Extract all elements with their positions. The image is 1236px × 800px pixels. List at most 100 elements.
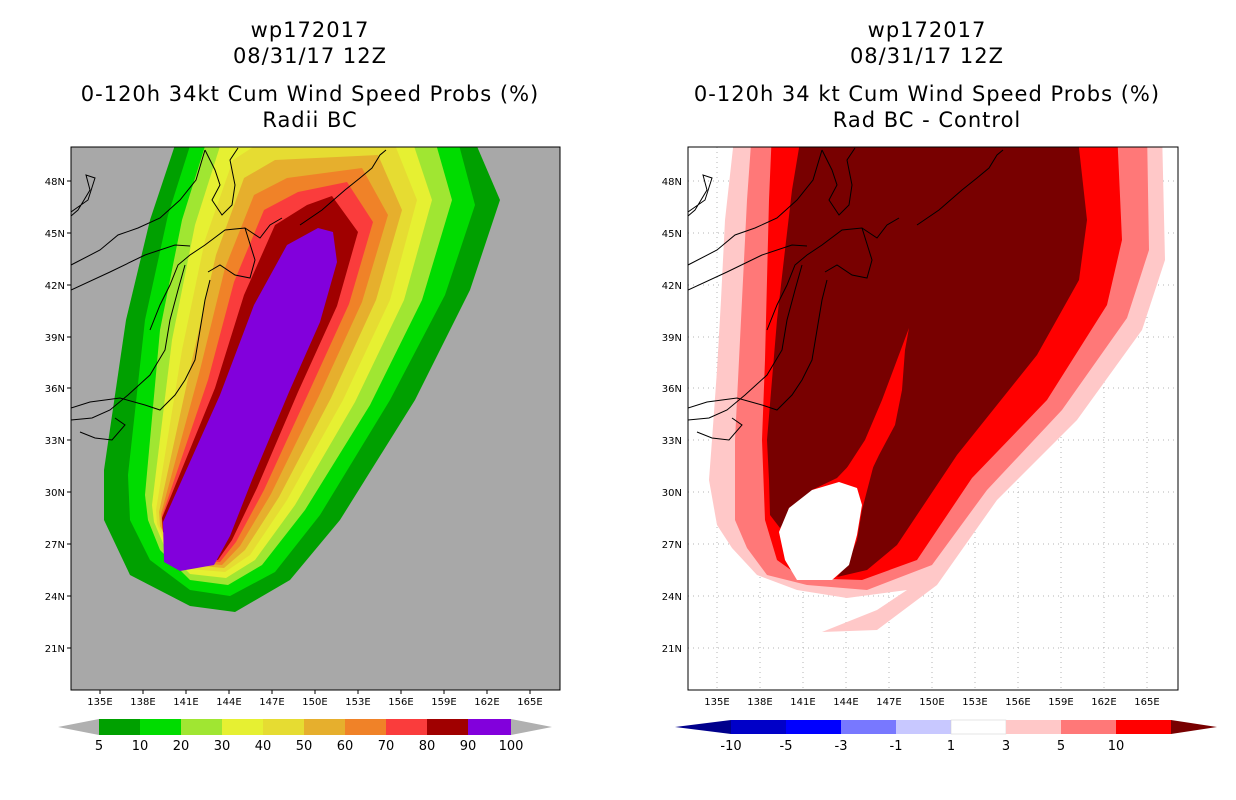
right-colorbar-label: 3 <box>1002 739 1010 754</box>
diff-band-gt-10 <box>767 147 1087 577</box>
right-x-tick: 141E <box>790 697 815 708</box>
right-colorbar-above <box>1171 720 1217 734</box>
left-x-tick: 144E <box>216 697 241 708</box>
left-colorbar-swatch <box>345 719 386 735</box>
right-colorbar-swatch <box>1116 720 1171 734</box>
right-y-tick: 27N <box>662 540 682 551</box>
left-x-tick: 141E <box>173 697 198 708</box>
prob-band-90 <box>163 228 337 571</box>
left-y-tick: 30N <box>45 488 65 499</box>
left-title-subtitle: Radii BC <box>262 108 358 132</box>
left-x-tick: 165E <box>517 697 542 708</box>
right-colorbar-label: -10 <box>720 739 741 754</box>
left-colorbar: 5 10 20 30 40 50 60 70 80 90 100 <box>58 719 552 754</box>
right-y-tick: 21N <box>662 644 682 655</box>
left-colorbar-swatch <box>468 719 511 735</box>
left-x-tick: 135E <box>87 697 112 708</box>
left-x-tick: 162E <box>474 697 499 708</box>
right-y-tick: 24N <box>662 592 682 603</box>
right-y-tick: 39N <box>662 333 682 344</box>
right-y-tick: 48N <box>662 177 682 188</box>
left-x-tick: 147E <box>259 697 284 708</box>
right-x-tick: 159E <box>1048 697 1073 708</box>
right-colorbar-swatch <box>950 719 1007 735</box>
left-x-tick: 159E <box>431 697 456 708</box>
right-y-tick: 42N <box>662 281 682 292</box>
right-x-tick: 156E <box>1005 697 1030 708</box>
left-map: 135E 138E 141E 144E 147E 150E 153E 156E … <box>45 146 561 754</box>
right-colorbar-swatch <box>841 720 896 734</box>
right-title-product: 0-120h 34 kt Cum Wind Speed Probs (%) <box>693 82 1161 106</box>
left-x-tick: 156E <box>388 697 413 708</box>
right-colorbar-swatch <box>1006 720 1061 734</box>
left-title-storm: wp172017 <box>250 18 370 42</box>
right-title-date: 08/31/17 12Z <box>849 44 1005 68</box>
left-x-axis: 135E 138E 141E 144E 147E 150E 153E 156E … <box>87 690 543 708</box>
left-x-tick: 153E <box>345 697 370 708</box>
left-colorbar-below <box>58 719 99 735</box>
right-title-subtitle: Rad BC - Control <box>832 108 1022 132</box>
left-colorbar-swatch <box>304 719 345 735</box>
left-title-date: 08/31/17 12Z <box>232 44 388 68</box>
left-colorbar-swatch <box>263 719 304 735</box>
left-colorbar-swatch <box>222 719 263 735</box>
right-x-tick: 147E <box>876 697 901 708</box>
right-y-tick: 45N <box>662 229 682 240</box>
left-colorbar-label: 20 <box>173 739 190 754</box>
right-x-tick: 144E <box>833 697 858 708</box>
right-colorbar-label: 5 <box>1057 739 1065 754</box>
left-colorbar-label: 50 <box>296 739 313 754</box>
diff-white-notch <box>779 482 862 580</box>
right-colorbar-swatch <box>786 720 841 734</box>
left-coastlines <box>71 147 387 441</box>
left-y-tick: 48N <box>45 177 65 188</box>
right-colorbar-label: -3 <box>835 739 848 754</box>
left-y-tick: 42N <box>45 281 65 292</box>
left-colorbar-label: 90 <box>460 739 477 754</box>
left-colorbar-label: 10 <box>132 739 149 754</box>
right-coastlines <box>688 147 1004 441</box>
right-x-tick: 165E <box>1134 697 1159 708</box>
left-y-tick: 36N <box>45 384 65 395</box>
left-y-axis: 48N 45N 42N 39N 36N 33N 30N 27N 24N 21N <box>45 177 71 655</box>
right-colorbar-swatch <box>731 720 786 734</box>
left-colorbar-above <box>511 719 552 735</box>
right-x-tick: 138E <box>747 697 772 708</box>
left-title-product: 0-120h 34kt Cum Wind Speed Probs (%) <box>80 82 540 106</box>
right-map: 135E 138E 141E 144E 147E 150E 153E 156E … <box>662 146 1217 754</box>
right-x-tick: 162E <box>1091 697 1116 708</box>
left-y-tick: 27N <box>45 540 65 551</box>
left-colorbar-swatch <box>386 719 427 735</box>
right-colorbar-label: 1 <box>947 739 955 754</box>
left-y-tick: 45N <box>45 229 65 240</box>
right-colorbar-label: -5 <box>780 739 793 754</box>
right-x-axis: 135E 138E 141E 144E 147E 150E 153E 156E … <box>704 697 1159 708</box>
right-colorbar-swatch <box>1061 720 1116 734</box>
left-colorbar-label: 40 <box>255 739 272 754</box>
right-y-tick: 36N <box>662 384 682 395</box>
right-colorbar-swatch <box>896 720 951 734</box>
right-y-axis: 48N 45N 42N 39N 36N 33N 30N 27N 24N 21N <box>662 177 682 655</box>
left-colorbar-label: 60 <box>337 739 354 754</box>
right-x-tick: 150E <box>919 697 944 708</box>
left-y-tick: 21N <box>45 644 65 655</box>
diff-red-tongue <box>839 328 909 480</box>
right-y-tick: 33N <box>662 436 682 447</box>
right-title-storm: wp172017 <box>867 18 987 42</box>
left-colorbar-swatch <box>140 719 181 735</box>
right-x-tick: 153E <box>962 697 987 708</box>
right-colorbar-label: -1 <box>890 739 903 754</box>
left-colorbar-label: 100 <box>499 739 524 754</box>
left-y-tick: 33N <box>45 436 65 447</box>
left-x-tick: 150E <box>302 697 327 708</box>
right-y-tick: 30N <box>662 488 682 499</box>
right-colorbar: -10 -5 -3 -1 1 3 5 10 <box>675 719 1217 754</box>
right-x-tick: 135E <box>704 697 729 708</box>
left-y-tick: 39N <box>45 333 65 344</box>
left-colorbar-swatch <box>427 719 468 735</box>
left-colorbar-label: 30 <box>214 739 231 754</box>
left-y-tick: 24N <box>45 592 65 603</box>
left-colorbar-swatch <box>99 719 140 735</box>
right-colorbar-below <box>675 720 731 734</box>
left-x-tick: 138E <box>130 697 155 708</box>
